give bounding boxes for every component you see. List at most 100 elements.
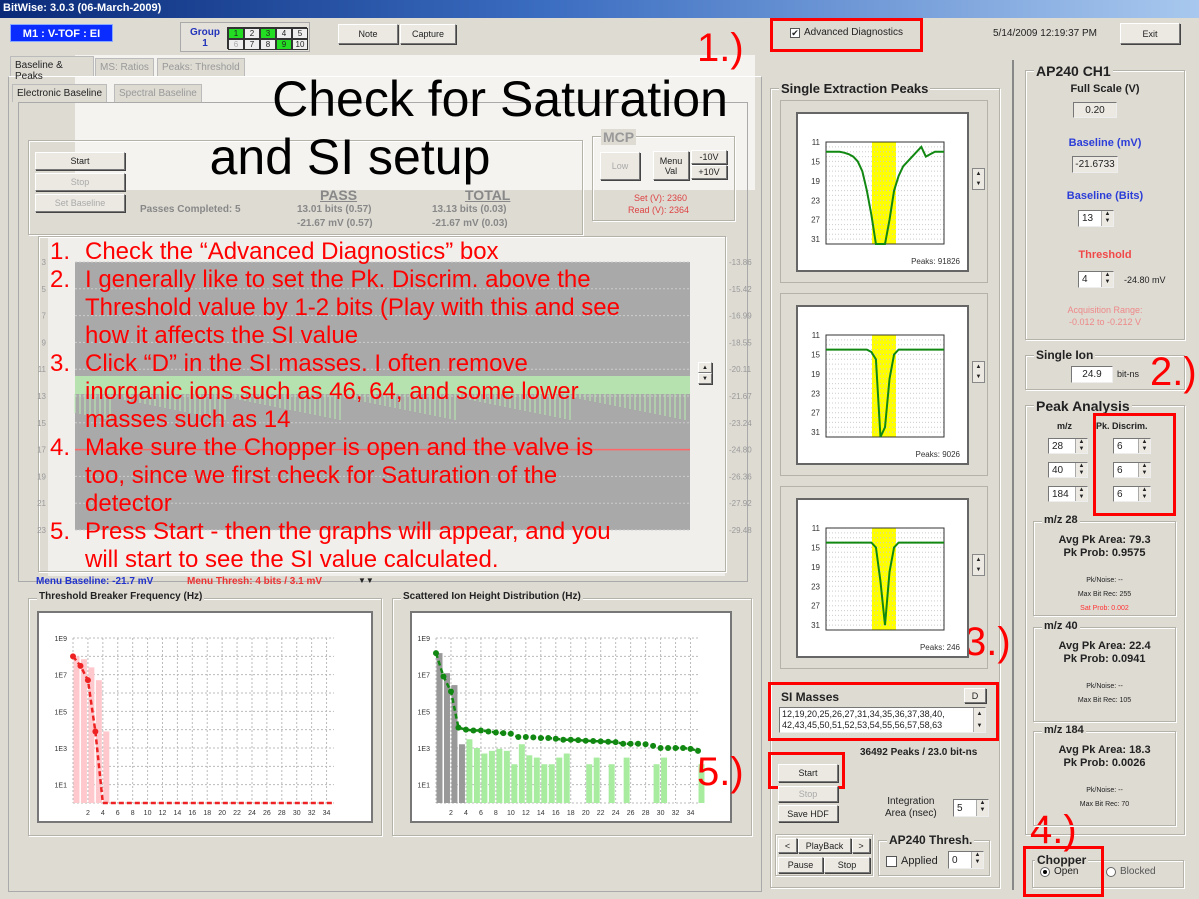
step-4-line: detector xyxy=(50,490,172,518)
bar-green xyxy=(661,757,668,803)
group-cell-8[interactable]: 8 xyxy=(260,39,276,50)
peak-analysis-mz-184: m/z 184 Avg Pk Area: 18.3 Pk Prob: 0.0026 P… xyxy=(1033,724,1176,826)
group-cell-3[interactable]: 3 xyxy=(260,28,276,39)
step-4-line: too, since we first check for Saturation… xyxy=(50,462,557,490)
y-tick-label: 19 xyxy=(811,177,820,186)
capture-button[interactable]: Capture xyxy=(400,24,456,44)
mz-spinner-28[interactable]: 28 ▲ ▼ xyxy=(1048,438,1088,454)
x-tick-label: 34 xyxy=(323,810,331,817)
data-point xyxy=(462,726,469,733)
chopper-open-radio[interactable]: Open xyxy=(1040,866,1078,877)
left-tick-label: 19 xyxy=(37,472,46,481)
start-button[interactable]: Start xyxy=(778,764,838,782)
data-point xyxy=(635,740,642,747)
discrim-spinner-28[interactable]: 6 ▲ ▼ xyxy=(1113,438,1151,454)
left-tick-label: 3 xyxy=(42,258,47,267)
bar-green xyxy=(698,764,705,803)
mcp-low-button[interactable]: Low xyxy=(600,152,640,180)
peak-curve xyxy=(826,348,944,438)
applied-checkbox[interactable]: Applied xyxy=(886,855,938,867)
baseline-start-button[interactable]: Start xyxy=(35,152,125,170)
threshold-spinner[interactable]: 4 ▲ ▼ xyxy=(1078,271,1114,288)
step-5-line: 5. Press Start - then the graphs will app… xyxy=(50,518,611,546)
integration-area-label: Integration Area (nsec) xyxy=(885,796,937,819)
mz-spinner-184[interactable]: 184 ▲ ▼ xyxy=(1048,486,1088,502)
data-point xyxy=(500,730,507,737)
peak-panel-scroll[interactable]: ▲ ▼ xyxy=(972,168,985,190)
discrim-spinner-184[interactable]: 6 ▲ ▼ xyxy=(1113,486,1151,502)
data-point xyxy=(665,745,672,751)
waveform-scroll-up[interactable]: ▲ xyxy=(698,362,712,373)
group-cell-4[interactable]: 4 xyxy=(276,28,292,39)
waveform-scroll-down[interactable]: ▼ xyxy=(698,373,712,384)
x-tick-label: 20 xyxy=(218,810,226,817)
left-tick-label: 7 xyxy=(42,312,47,321)
subtab-electronic-baseline[interactable]: Electronic Baseline xyxy=(12,84,108,102)
exit-button[interactable]: Exit xyxy=(1120,23,1180,44)
group-cell-10[interactable]: 10 xyxy=(292,39,308,50)
save-hdf-button[interactable]: Save HDF xyxy=(778,805,838,822)
playback-stop-button[interactable]: Stop xyxy=(824,857,870,873)
checkbox-checked-icon[interactable]: ✔ xyxy=(790,27,800,38)
x-tick-label: 2 xyxy=(86,810,90,817)
overlay-title-line1: Check for Saturation xyxy=(272,71,728,127)
peak-panel-scroll[interactable]: ▲ ▼ xyxy=(972,361,985,383)
y-tick-label: 1E9 xyxy=(55,636,68,643)
passes-completed: Passes Completed: 5 xyxy=(140,204,241,215)
playback-button[interactable]: PlayBack xyxy=(798,838,851,853)
group-cell-1[interactable]: 1 xyxy=(228,28,244,39)
si-masses-scrollbar[interactable]: ▲ ▼ xyxy=(973,708,985,732)
mcp-plus-10v-button[interactable]: +10V xyxy=(691,165,727,179)
x-tick-label: 22 xyxy=(597,810,605,817)
integration-area-spinner[interactable]: 5 ▲ ▼ xyxy=(953,799,989,817)
group-number: 1 xyxy=(202,38,208,49)
x-tick-label: 30 xyxy=(293,810,301,817)
mcp-minus-10v-button[interactable]: -10V xyxy=(691,150,727,164)
baseline-bits-spinner[interactable]: 13 ▲ ▼ xyxy=(1078,210,1114,227)
radio-selected-icon xyxy=(1040,866,1050,877)
data-point xyxy=(590,738,597,745)
tab-baseline-peaks[interactable]: Baseline & Peaks xyxy=(10,56,94,82)
playback-group xyxy=(775,834,873,876)
mz-spinner-40[interactable]: 40 ▲ ▼ xyxy=(1048,462,1088,478)
y-tick-label: 11 xyxy=(812,331,821,340)
subtab-spectral-baseline[interactable]: Spectral Baseline xyxy=(114,84,202,102)
pause-button[interactable]: Pause xyxy=(778,857,823,873)
tab-ms-ratios[interactable]: MS: Ratios xyxy=(95,58,154,76)
discrim-spinner-40[interactable]: 6 ▲ ▼ xyxy=(1113,462,1151,478)
step-number: 1. xyxy=(50,238,71,265)
group-cell-9[interactable]: 9 xyxy=(276,39,292,50)
ap240-ch1-group: AP240 CH1 xyxy=(1025,63,1185,340)
step-3-line: 3. Click “D” in the SI masses. I often re… xyxy=(50,350,528,378)
note-button[interactable]: Note xyxy=(338,24,398,44)
ap240-thresh-spinner[interactable]: 0 ▲ ▼ xyxy=(948,851,984,869)
right-tick-label: -23.24 xyxy=(729,419,752,428)
y-tick-label: 1E1 xyxy=(55,783,68,790)
single-ion-field[interactable]: 24.9 xyxy=(1071,366,1113,383)
group-cell-7[interactable]: 7 xyxy=(244,39,260,50)
playback-next-button[interactable]: > xyxy=(852,838,870,853)
x-tick-label: 22 xyxy=(233,810,241,817)
si-masses-default-button[interactable]: D xyxy=(964,688,986,703)
x-tick-label: 18 xyxy=(203,810,211,817)
data-point xyxy=(492,729,499,736)
group-cell-5[interactable]: 5 xyxy=(292,28,308,39)
data-point xyxy=(485,728,492,735)
stop-button[interactable]: Stop xyxy=(778,786,838,802)
chopper-blocked-radio[interactable]: Blocked xyxy=(1106,866,1156,877)
right-tick-label: -18.55 xyxy=(729,338,752,347)
group-cell-2[interactable]: 2 xyxy=(244,28,260,39)
baseline-stop-button[interactable]: Stop xyxy=(35,173,125,191)
x-tick-label: 30 xyxy=(657,810,665,817)
si-masses-textarea[interactable]: 12,19,20,25,26,27,31,34,35,36,37,38,40, 4… xyxy=(779,707,986,733)
tab-peaks-threshold[interactable]: Peaks: Threshold xyxy=(157,58,245,76)
peak-panel-scroll[interactable]: ▲ ▼ xyxy=(972,554,985,576)
set-baseline-button[interactable]: Set Baseline xyxy=(35,194,125,212)
mcp-menu-val-button[interactable]: Menu Val xyxy=(653,151,689,180)
group-cell-6[interactable]: 6 xyxy=(228,39,244,50)
x-tick-label: 6 xyxy=(116,810,120,817)
playback-prev-button[interactable]: < xyxy=(778,838,797,853)
data-point xyxy=(627,740,634,747)
right-tick-label: -21.67 xyxy=(729,392,752,401)
advanced-diagnostics-checkbox[interactable]: ✔ Advanced Diagnostics xyxy=(790,27,903,38)
